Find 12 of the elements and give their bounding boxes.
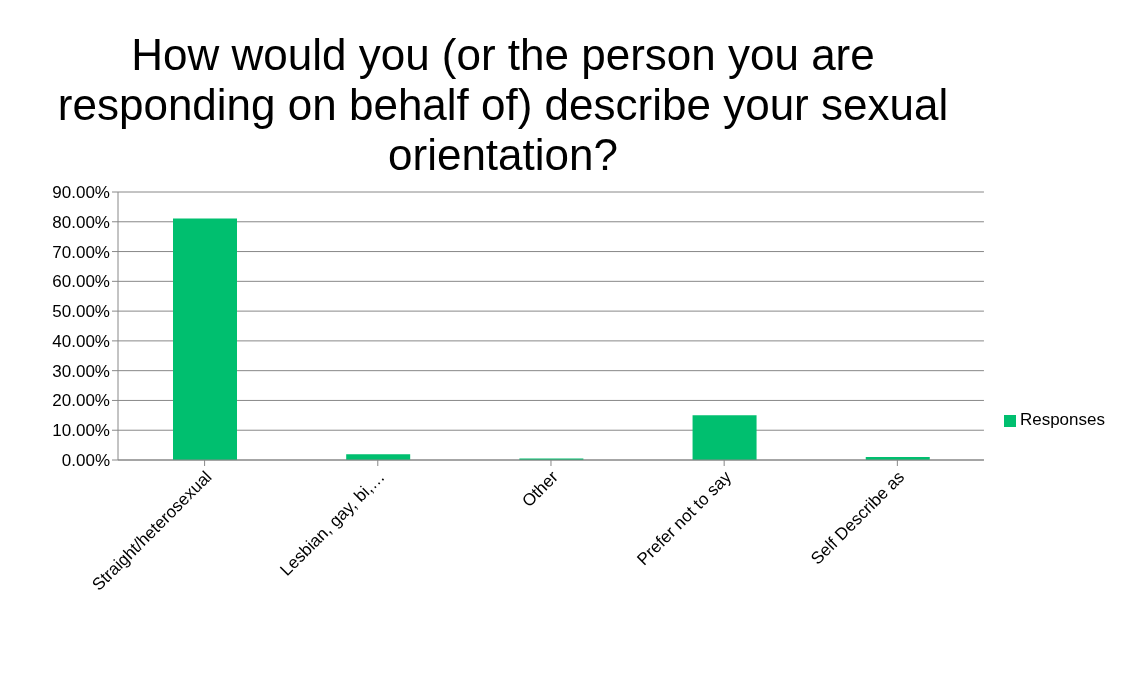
y-tick-label: 0.00% (61, 451, 110, 471)
y-tick-label: 80.00% (52, 212, 110, 232)
y-tick-label: 40.00% (52, 331, 110, 351)
y-tick-label: 20.00% (52, 391, 110, 411)
legend-label: Responses (1019, 410, 1105, 429)
y-tick-label: 50.00% (52, 302, 110, 322)
chart-title: How would you (or the person you are responding on behalf of) describe your sexual orientation? (56, 29, 950, 180)
y-tick-label: 60.00% (52, 272, 110, 292)
y-tick-label: 70.00% (52, 242, 110, 262)
y-tick-label: 90.00% (52, 183, 110, 203)
y-tick-label: 10.00% (52, 421, 110, 441)
y-tick-label: 30.00% (52, 361, 110, 381)
